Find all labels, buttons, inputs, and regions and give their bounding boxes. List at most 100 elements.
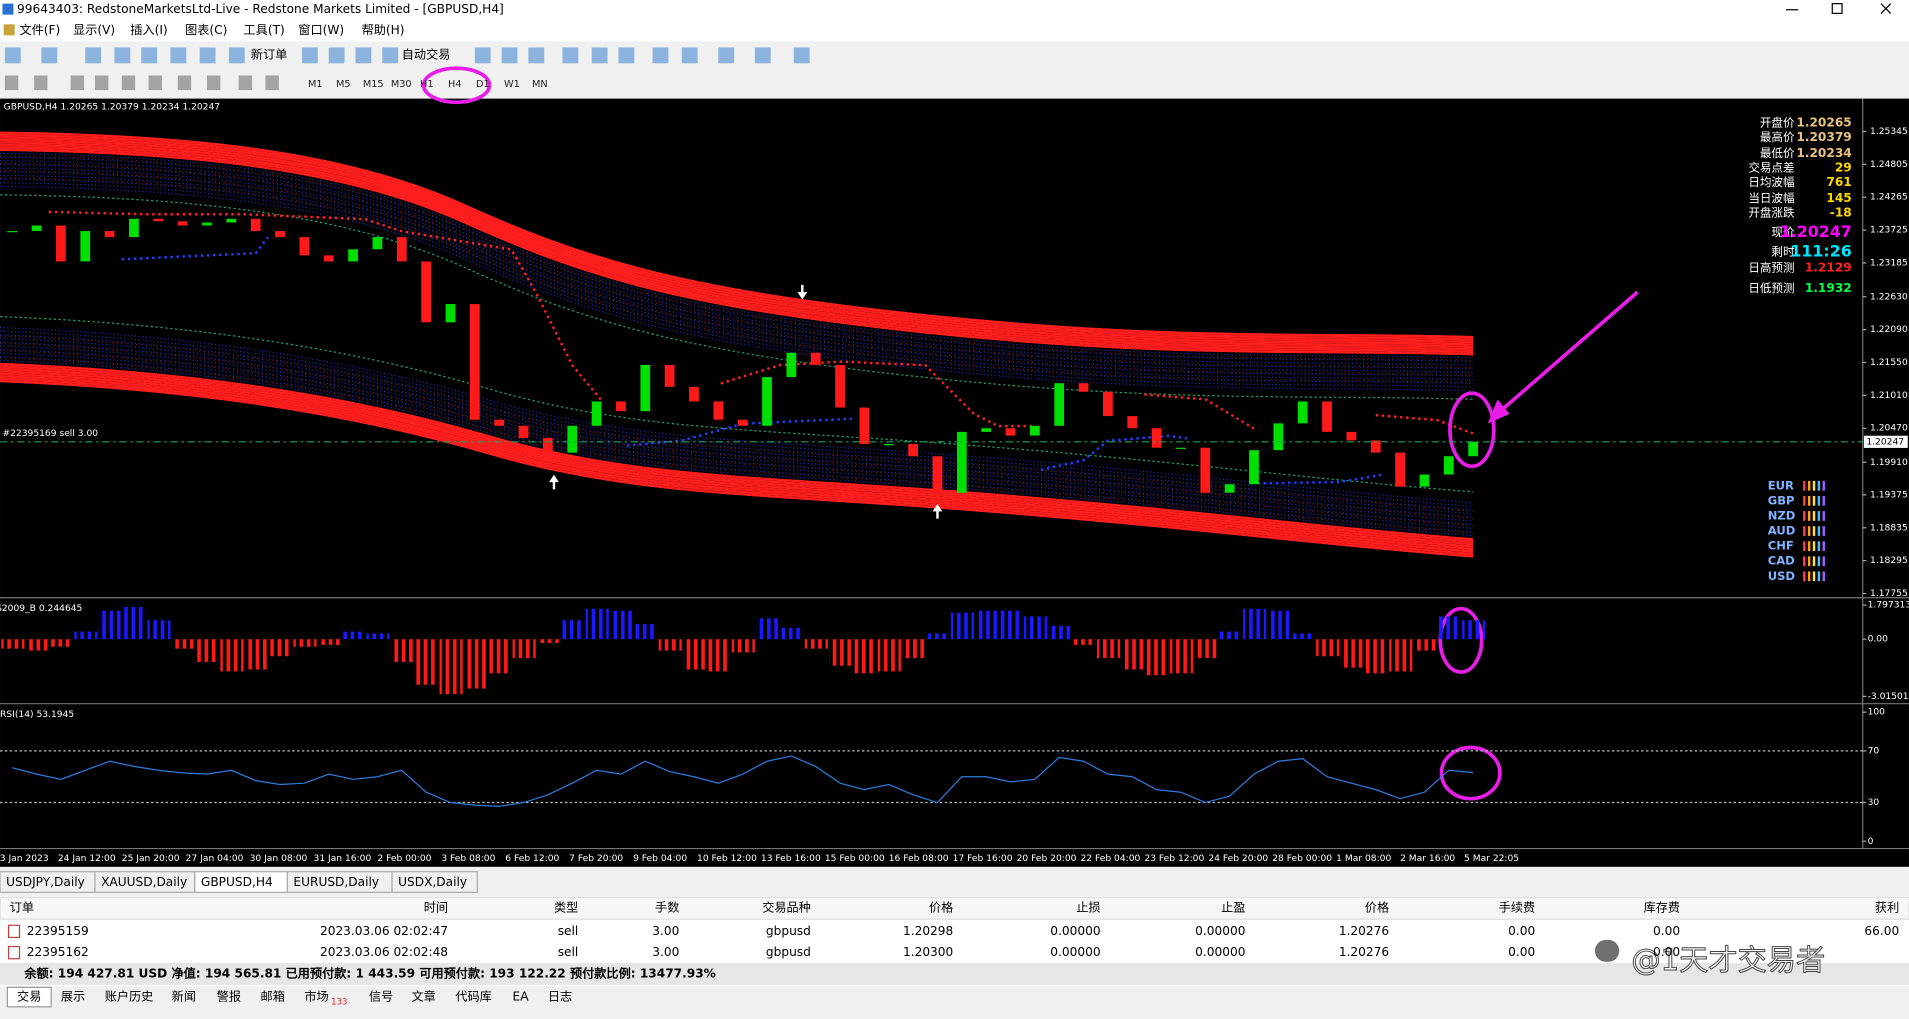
toolbar-icon[interactable] xyxy=(199,47,216,64)
strength-bar xyxy=(1822,480,1825,491)
toolbar-icon[interactable] xyxy=(94,75,109,91)
histogram-bar xyxy=(390,639,414,662)
candle xyxy=(469,304,480,420)
chart-tab-label[interactable]: XAUUSD,Daily xyxy=(101,875,187,889)
timeframe-button[interactable]: D1 xyxy=(476,79,490,90)
toolbar-icon[interactable] xyxy=(301,47,318,64)
histogram-bar xyxy=(853,639,877,674)
column-header: 止盈 xyxy=(1221,901,1245,915)
y-tick-label: 1.17755 xyxy=(1870,589,1908,599)
toolbar-icon[interactable] xyxy=(501,47,518,64)
timeframe-button[interactable]: M30 xyxy=(391,79,412,90)
terminal-tab[interactable]: EA xyxy=(513,990,530,1004)
toolbar-icon[interactable] xyxy=(652,47,669,64)
menu-item[interactable]: 帮助(H) xyxy=(362,23,405,37)
x-tick-label: 25 Jan 20:00 xyxy=(122,854,180,864)
toolbar-icon[interactable] xyxy=(177,75,192,91)
y-tick-label: 1.22630 xyxy=(1870,292,1908,302)
toolbar-icon[interactable] xyxy=(41,47,58,64)
timeframe-button[interactable]: MN xyxy=(532,79,548,90)
menu-item[interactable]: 显示(V) xyxy=(73,23,115,37)
menu-item[interactable]: 工具(T) xyxy=(244,23,285,37)
terminal-tab[interactable]: 信号 xyxy=(369,990,393,1004)
toolbar-icon[interactable] xyxy=(170,47,187,64)
histogram-bar xyxy=(585,608,609,640)
toolbar-icon[interactable] xyxy=(718,47,735,64)
toolbar-icon[interactable] xyxy=(528,47,545,64)
timeframe-button[interactable]: W1 xyxy=(504,79,520,90)
market-badge: 133 xyxy=(331,997,347,1007)
toolbar-icon[interactable] xyxy=(85,47,102,64)
info-value: 145 xyxy=(1826,191,1851,205)
terminal-tab[interactable]: 邮箱 xyxy=(261,989,285,1004)
new-order-button[interactable]: 新订单 xyxy=(251,46,287,61)
toolbar-icon[interactable] xyxy=(793,47,810,64)
window-buttons[interactable] xyxy=(1786,3,1892,15)
histogram-bar xyxy=(1291,633,1315,640)
auto-trade-button[interactable]: 自动交易 xyxy=(402,46,451,61)
terminal-tab[interactable]: 代码库 xyxy=(455,989,491,1004)
toolbar-icon[interactable] xyxy=(228,47,245,64)
toolbar-icon[interactable] xyxy=(141,47,158,64)
toolbar-icon[interactable] xyxy=(754,47,771,64)
terminal-tab-active[interactable] xyxy=(6,986,52,1008)
terminal-tab[interactable]: 文章 xyxy=(412,989,436,1004)
toolbar-icon[interactable] xyxy=(681,47,698,64)
timeframe-button[interactable]: M1 xyxy=(308,79,323,90)
toolbar-icon[interactable] xyxy=(238,75,253,91)
histogram-bar xyxy=(1389,639,1413,672)
toolbar-icon[interactable] xyxy=(328,47,345,64)
timeframe-button[interactable]: H4 xyxy=(448,79,462,90)
x-tick-label: 10 Feb 12:00 xyxy=(697,854,757,864)
table-cell: 0.00000 xyxy=(1050,945,1100,959)
menu-item[interactable]: 窗口(W) xyxy=(298,23,344,37)
chart-tab-label[interactable]: EURUSD,Daily xyxy=(293,875,379,889)
toolbar-icon[interactable] xyxy=(474,47,491,64)
y-tick-label: 1.21010 xyxy=(1870,391,1908,401)
candle xyxy=(1078,383,1089,392)
histogram-bar xyxy=(536,639,561,643)
table-cell: 0.00 xyxy=(1653,945,1680,959)
toolbar-icon[interactable] xyxy=(114,47,131,64)
toolbar-icon[interactable] xyxy=(562,47,579,64)
histogram-bar xyxy=(512,639,536,659)
current-price-box xyxy=(1863,435,1908,448)
terminal-tab[interactable]: 日志 xyxy=(548,990,572,1004)
timeframe-button[interactable]: M15 xyxy=(363,79,384,90)
histogram-bar xyxy=(1194,639,1218,659)
toolbar-icon[interactable] xyxy=(265,75,279,91)
menu-item[interactable]: 图表(C) xyxy=(185,23,227,37)
toolbar-icon[interactable] xyxy=(148,75,162,91)
toolbar-icon[interactable] xyxy=(34,75,48,91)
table-cell: 0.00000 xyxy=(1195,945,1245,959)
strength-bar xyxy=(1822,511,1825,521)
terminal-tab[interactable]: 警报 xyxy=(217,989,241,1004)
timeframe-button[interactable]: M5 xyxy=(336,79,351,90)
toolbar-icon[interactable] xyxy=(382,47,399,64)
toolbar-icon[interactable] xyxy=(70,75,85,91)
toolbar-icon[interactable] xyxy=(591,47,608,64)
histogram-bar xyxy=(1316,639,1340,657)
menu-item[interactable]: 插入(I) xyxy=(130,23,167,37)
terminal-tab[interactable]: 展示 xyxy=(61,990,85,1004)
terminal-tab[interactable]: 账户历史 xyxy=(105,989,154,1004)
strength-bar xyxy=(1812,480,1816,491)
y-tick-label: 1.19375 xyxy=(1870,490,1908,500)
timeframe-button[interactable]: H1 xyxy=(420,79,434,90)
chart-tab[interactable] xyxy=(391,871,478,893)
chart-tab-label[interactable]: USDJPY,Daily xyxy=(6,875,85,889)
toolbar-icon[interactable] xyxy=(355,47,372,64)
terminal-tab[interactable]: 交易 xyxy=(17,989,41,1004)
terminal-tab[interactable]: 新闻 xyxy=(172,989,196,1004)
menu-item[interactable]: 文件(F) xyxy=(20,22,61,37)
toolbar-icon[interactable] xyxy=(4,75,19,91)
toolbar-icon[interactable] xyxy=(4,47,21,64)
title-bar xyxy=(0,0,1909,20)
toolbar-icon[interactable] xyxy=(121,75,136,91)
chart-tab-label[interactable]: GBPUSD,H4 xyxy=(201,875,273,889)
terminal-tab[interactable]: 市场 xyxy=(304,989,328,1004)
chart-tab-label[interactable]: USDX,Daily xyxy=(398,875,467,889)
watermark: @1天才交易者 xyxy=(1631,943,1825,977)
toolbar-icon[interactable] xyxy=(206,75,221,91)
toolbar-icon[interactable] xyxy=(618,47,635,64)
